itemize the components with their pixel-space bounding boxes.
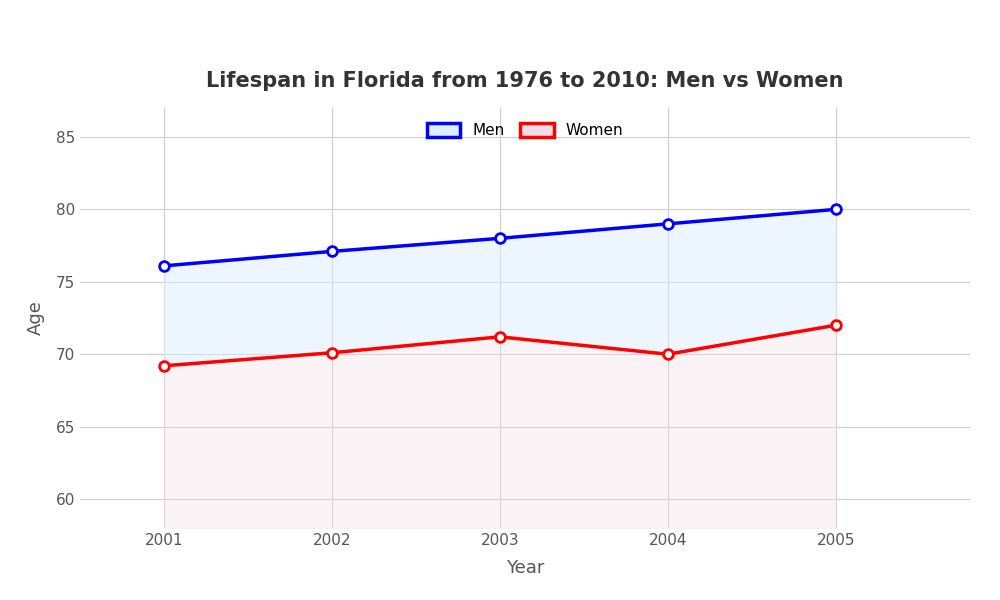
X-axis label: Year: Year	[506, 559, 544, 577]
Title: Lifespan in Florida from 1976 to 2010: Men vs Women: Lifespan in Florida from 1976 to 2010: M…	[206, 71, 844, 91]
Legend: Men, Women: Men, Women	[419, 116, 631, 146]
Y-axis label: Age: Age	[27, 301, 45, 335]
